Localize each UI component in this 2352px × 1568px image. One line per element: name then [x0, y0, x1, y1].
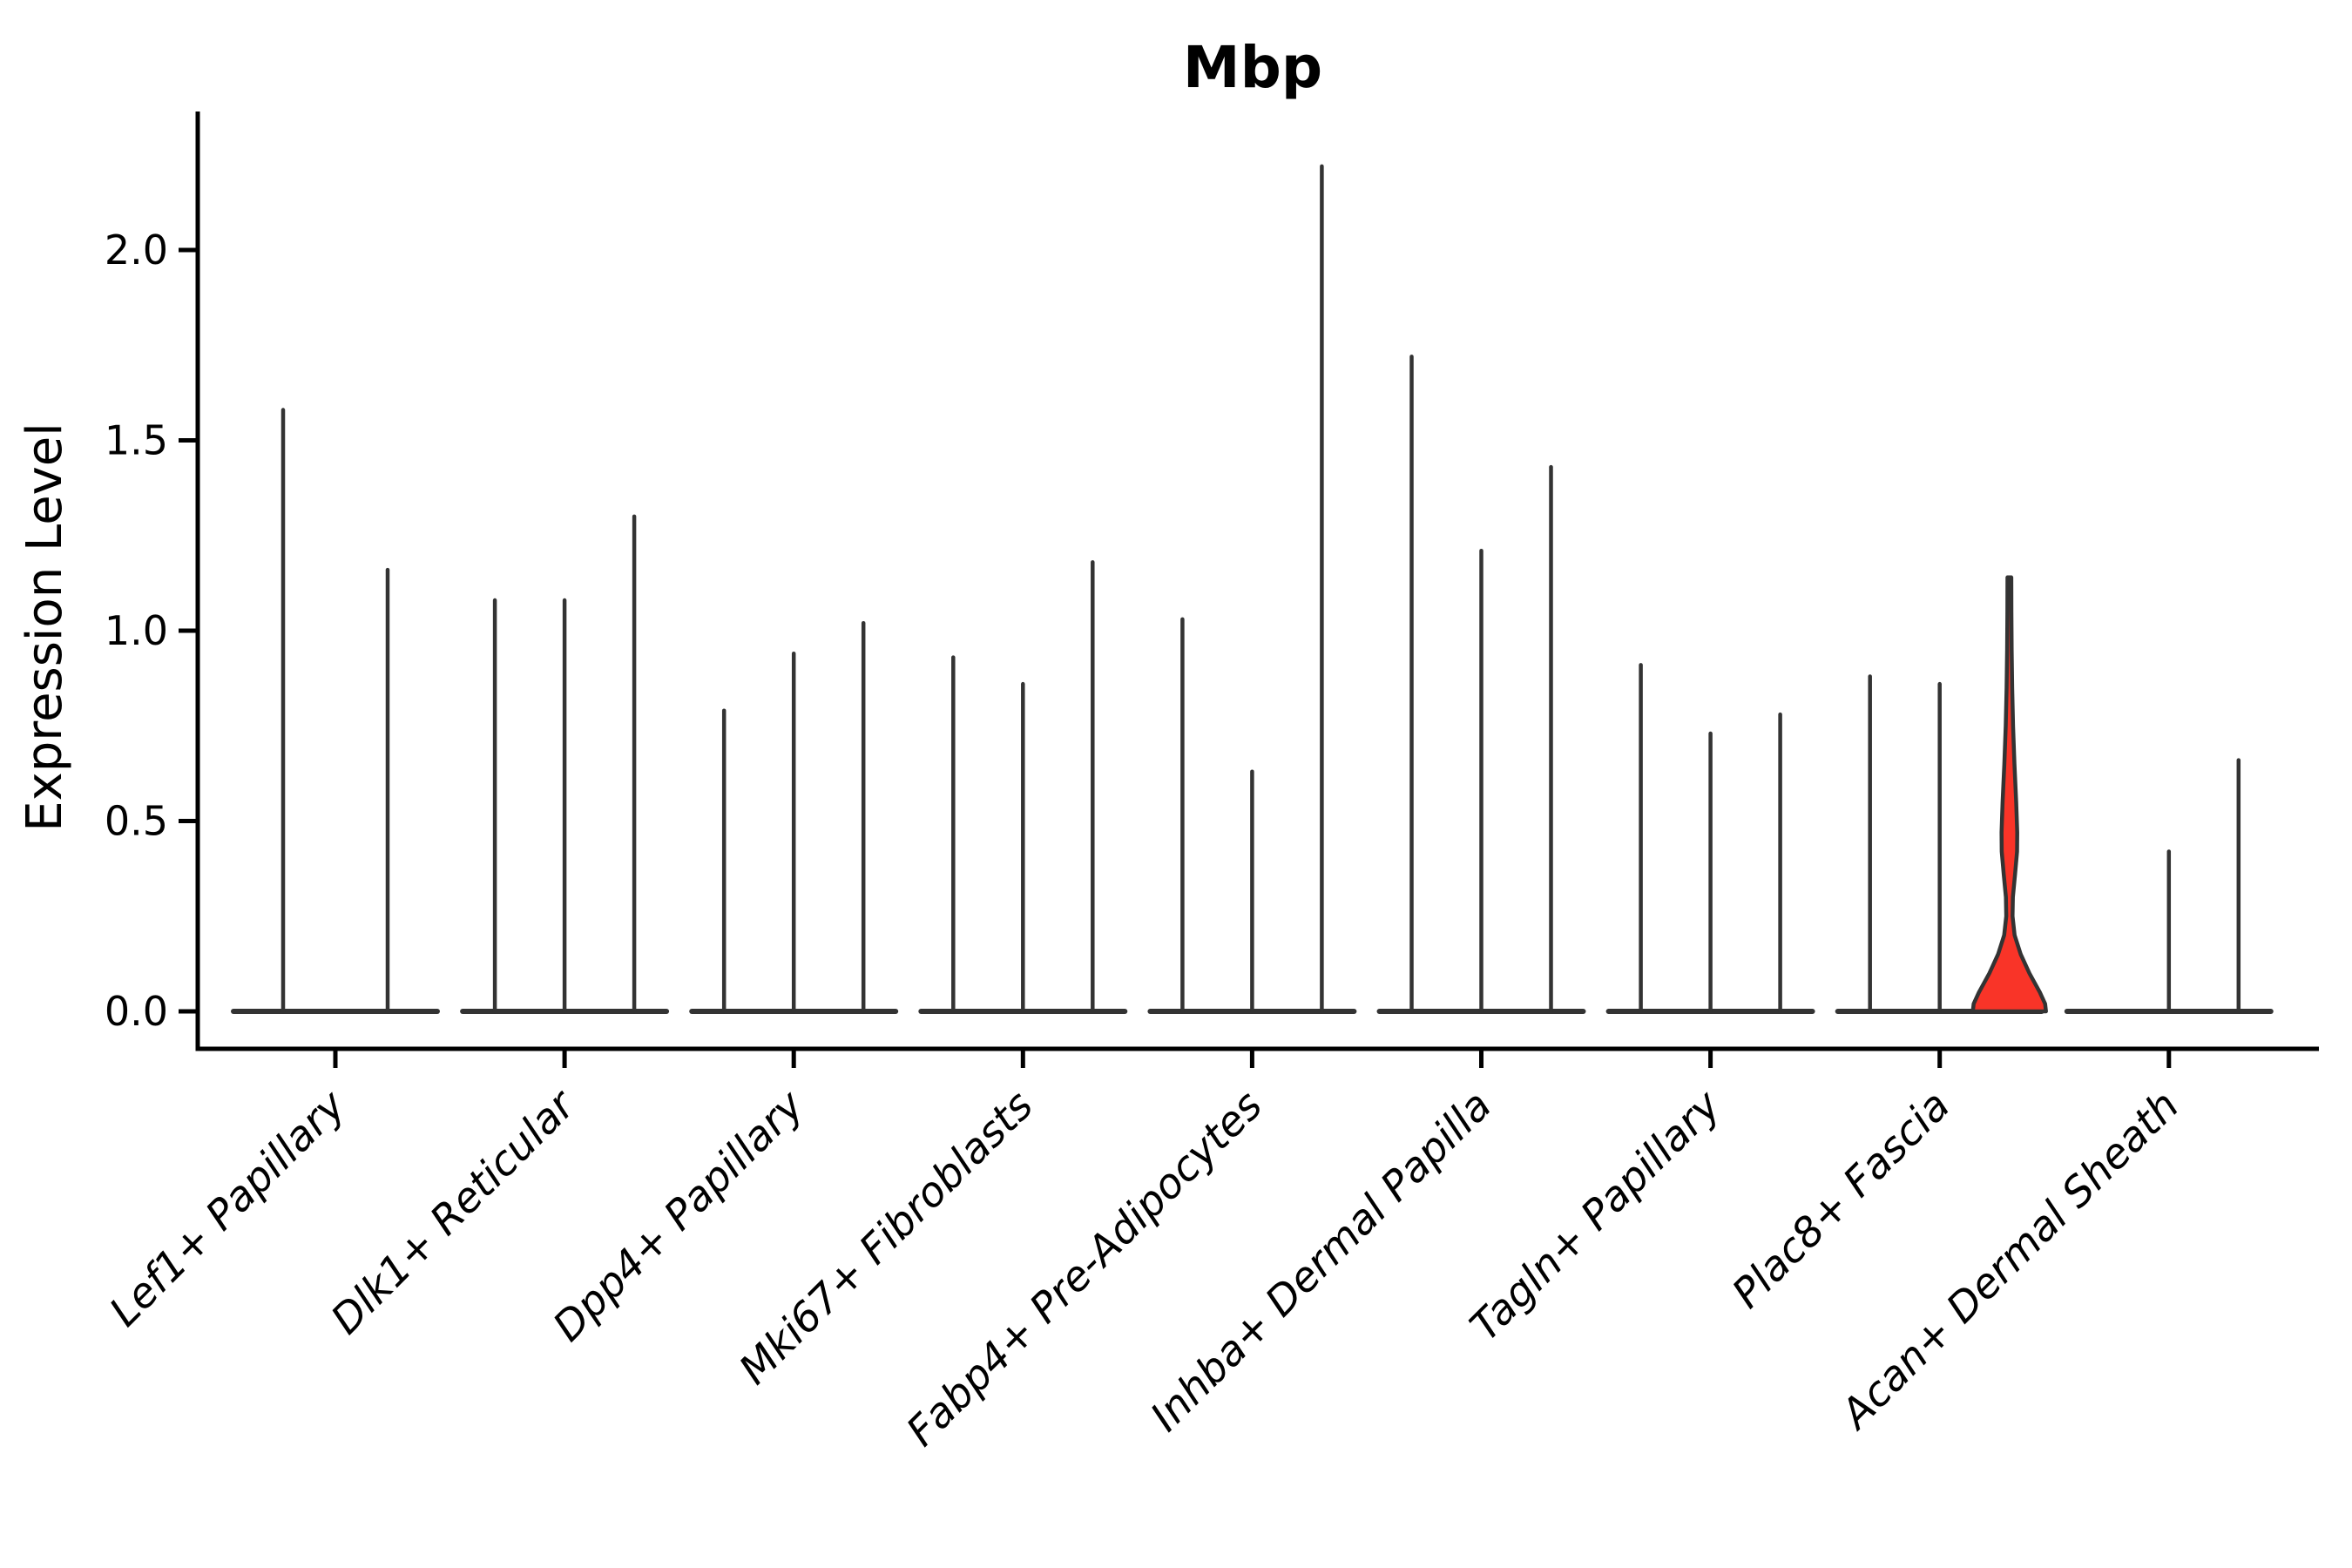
- violin-highlighted: [1970, 575, 2048, 1014]
- y-tick-label: 1.0: [105, 607, 168, 654]
- y-tick-label: 0.5: [105, 798, 168, 845]
- y-tick-label: 1.5: [105, 417, 168, 464]
- chart-title: Mbp: [1183, 34, 1322, 101]
- x-tick-label: Dlk1+ Reticular: [322, 1080, 586, 1344]
- x-tick-label: Lef1+ Papillary: [100, 1081, 355, 1336]
- y-tick-label: 0.0: [105, 988, 168, 1035]
- x-tick-label: Plac8+ Fascia: [1723, 1082, 1959, 1318]
- x-tick-label: Tagln+ Papillary: [1461, 1081, 1731, 1351]
- y-axis-label: Expression Level: [17, 422, 73, 832]
- y-tick-label: 2.0: [105, 226, 168, 274]
- x-tick-label: Dpp4+ Papillary: [544, 1081, 814, 1351]
- violin-base: [231, 1009, 440, 1014]
